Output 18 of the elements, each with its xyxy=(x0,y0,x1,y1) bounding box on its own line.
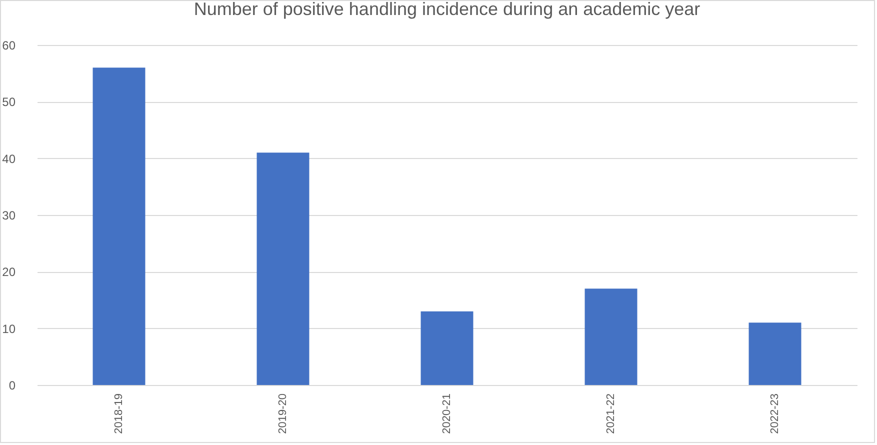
y-tick-label: 50 xyxy=(2,95,16,110)
y-tick-label: 10 xyxy=(2,322,16,336)
x-tick-label: 2021-22 xyxy=(605,394,617,434)
bar xyxy=(92,68,146,385)
x-tick-label: 2020-21 xyxy=(441,394,453,434)
bar xyxy=(256,152,310,385)
y-tick-label: 30 xyxy=(2,208,16,222)
x-tick-label: 2019-20 xyxy=(277,394,289,434)
bar xyxy=(584,288,638,385)
y-tick-label: 60 xyxy=(2,38,16,52)
chart-title: Number of positive handling incidence during an academic year xyxy=(194,0,700,19)
y-tick-label: 20 xyxy=(2,265,16,280)
x-tick-label: 2018-19 xyxy=(113,394,125,434)
y-tick-label: 40 xyxy=(2,152,16,166)
y-tick-label: 0 xyxy=(8,378,16,392)
bar xyxy=(420,311,474,385)
x-tick-label: 2022-23 xyxy=(769,394,781,434)
bar xyxy=(748,322,802,385)
